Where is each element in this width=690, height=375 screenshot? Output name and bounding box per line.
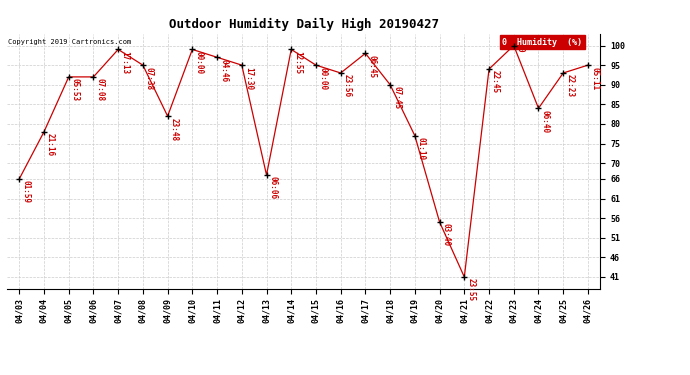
Text: 12:55: 12:55 <box>293 51 302 74</box>
Text: 23:55: 23:55 <box>466 278 475 302</box>
Text: 23:56: 23:56 <box>343 74 352 98</box>
Text: 01:10: 01:10 <box>417 137 426 160</box>
Text: 23:48: 23:48 <box>170 117 179 141</box>
Text: 05:53: 05:53 <box>71 78 80 101</box>
Text: 05:11: 05:11 <box>590 66 599 90</box>
Text: 07:08: 07:08 <box>95 78 104 101</box>
Text: 22:23: 22:23 <box>565 74 574 98</box>
Text: 07:45: 07:45 <box>392 86 401 109</box>
Title: Outdoor Humidity Daily High 20190427: Outdoor Humidity Daily High 20190427 <box>168 18 439 31</box>
Text: 04:46: 04:46 <box>219 58 228 82</box>
Text: 07:38: 07:38 <box>145 66 154 90</box>
Text: 0  Humidity  (%): 0 Humidity (%) <box>502 38 582 46</box>
Text: 22:45: 22:45 <box>491 70 500 94</box>
Text: 17:30: 17:30 <box>244 66 253 90</box>
Text: 00:00: 00:00 <box>195 51 204 74</box>
Text: 06:40: 06:40 <box>540 110 549 133</box>
Text: 01:59: 01:59 <box>21 180 30 203</box>
Text: 03:40: 03:40 <box>442 224 451 247</box>
Text: 17:13: 17:13 <box>120 51 129 74</box>
Text: 21:16: 21:16 <box>46 133 55 156</box>
Text: Copyright 2019 Cartronics.com: Copyright 2019 Cartronics.com <box>8 39 132 45</box>
Text: 06:45: 06:45 <box>368 55 377 78</box>
Text: 00:00: 00:00 <box>318 66 327 90</box>
Text: 06:06: 06:06 <box>268 176 277 200</box>
Text: 0: 0 <box>516 47 525 51</box>
